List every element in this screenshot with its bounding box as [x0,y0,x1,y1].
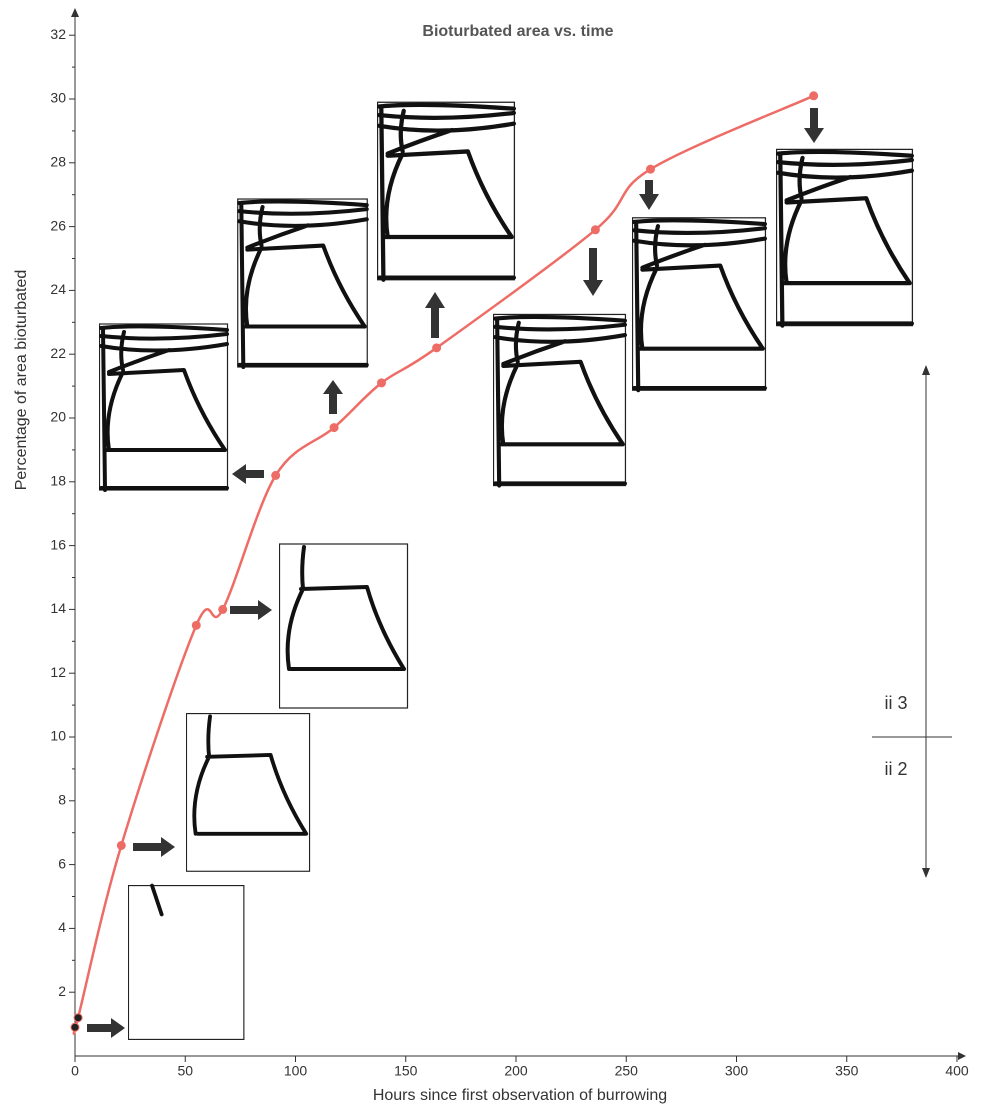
y-tick-label: 8 [58,792,66,808]
arrow [425,292,445,338]
arrow [639,180,659,210]
x-tick-label: 150 [394,1063,418,1079]
phase-annotation: ii 3 ii 2 [872,365,952,878]
y-tick-label: 2 [58,983,66,999]
x-tick-label: 50 [177,1063,193,1079]
arrow [133,837,175,857]
y-tick-label: 18 [50,473,66,489]
y-tick-label: 28 [50,154,66,170]
y-tick-label: 26 [50,217,66,233]
x-axis-arrow [958,1052,966,1060]
burrow-inset [128,886,243,1040]
arrow [230,600,272,620]
data-point [219,605,227,613]
y-tick-label: 22 [50,345,66,361]
x-tick-label: 350 [835,1063,859,1079]
arrow [583,248,603,296]
burrow-inset [280,544,408,708]
arrow [232,464,264,484]
y-tick-label: 14 [50,600,66,616]
chart-title: Bioturbated area vs. time [422,23,613,40]
y-tick-label: 30 [50,90,66,106]
x-tick-label: 250 [615,1063,639,1079]
burrow-inset [633,218,766,390]
data-point [74,1014,82,1022]
x-tick-label: 400 [945,1063,969,1079]
burrow-inset [378,102,515,279]
x-axis-label: Hours since first observation of burrowi… [373,1087,667,1104]
x-tick-label: 0 [71,1063,79,1079]
data-point [647,165,655,173]
annotation: ii 2 [884,759,907,779]
data-point [377,379,385,387]
y-tick-label: 24 [50,281,66,297]
y-tick-label: 12 [50,664,66,680]
y-tick-label: 10 [50,728,66,744]
arrow-head [922,365,930,375]
burrow-inset [100,324,228,490]
arrow [87,1018,125,1038]
data-point [330,424,338,432]
y-tick-label: 4 [58,919,66,935]
arrow-head [922,868,930,878]
burrow-inset [238,199,368,367]
data-point [71,1023,79,1031]
y-axis-label: Percentage of area bioturbated [13,270,30,491]
y-tick-label: 6 [58,855,66,871]
burrow-inset [494,314,626,485]
y-tick-label: 20 [50,409,66,425]
data-point [192,621,200,629]
x-tick-label: 300 [725,1063,749,1079]
arrow [804,108,824,143]
data-point [591,226,599,234]
annotation: ii 3 [884,693,907,713]
data-point [433,344,441,352]
burrow-inset [186,714,309,872]
burrow-inset [777,149,913,325]
y-axis-arrow [71,8,79,17]
x-tick-label: 200 [504,1063,528,1079]
data-point [272,471,280,479]
y-tick-label: 32 [50,26,66,42]
chart: Bioturbated area vs. time Hours since fi… [0,0,984,1106]
x-tick-label: 100 [284,1063,308,1079]
arrow [323,380,343,414]
data-point [810,92,818,100]
y-tick-label: 16 [50,536,66,552]
insets [100,102,913,1039]
data-point [117,841,125,849]
